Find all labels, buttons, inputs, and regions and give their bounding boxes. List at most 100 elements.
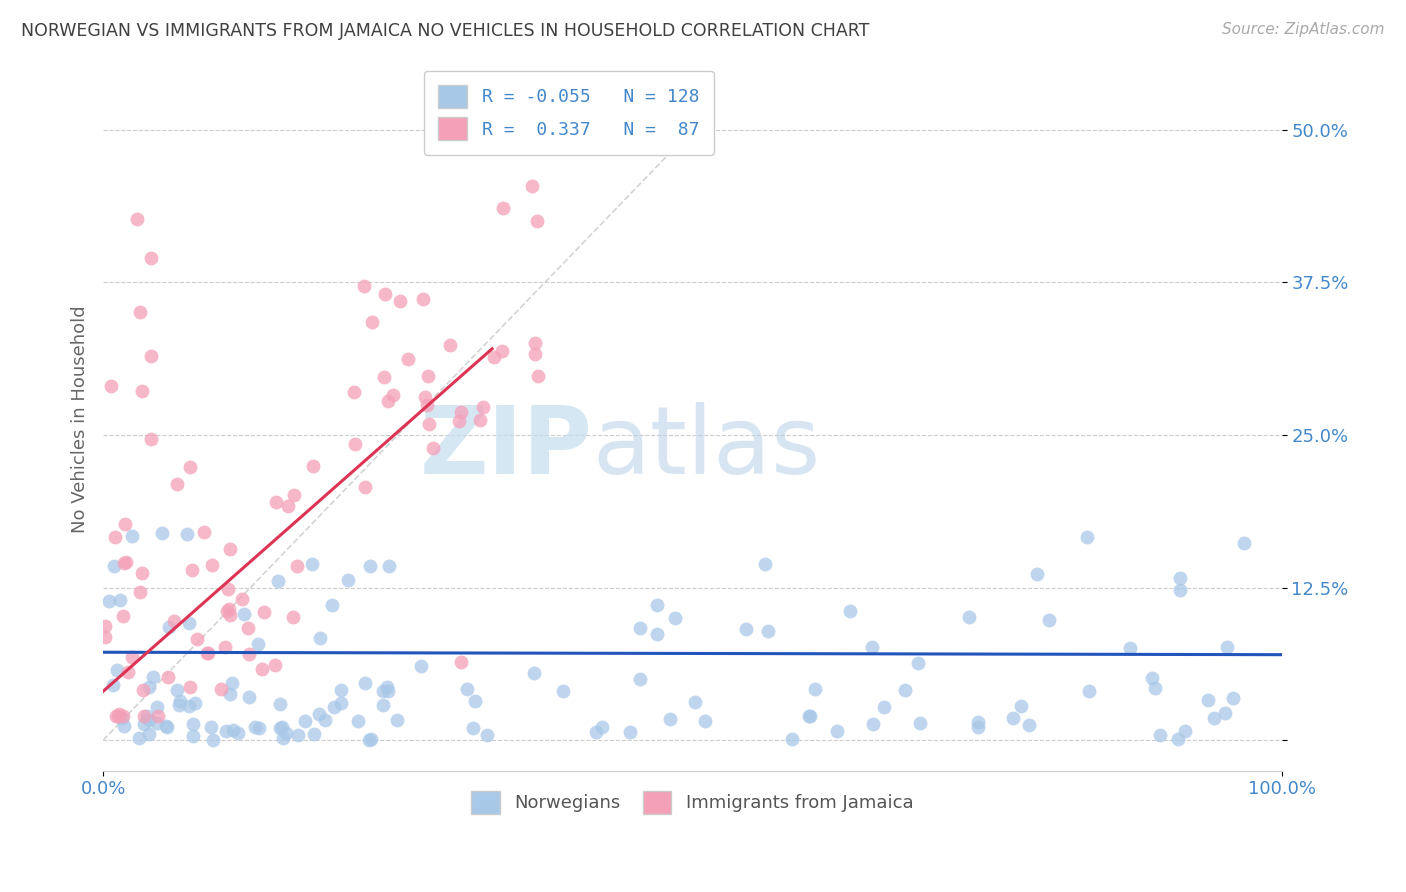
Point (107, 708, 129, 723)
Point (664, 611, 686, 625)
Point (825, 723, 848, 738)
Point (894, 682, 917, 697)
Point (492, 201, 515, 215)
Point (1118, 640, 1140, 655)
Point (591, 720, 613, 734)
Point (104, 708, 127, 723)
Point (215, 604, 238, 618)
Point (131, 384, 153, 398)
Point (450, 405, 472, 419)
Point (1010, 699, 1032, 714)
Point (221, 675, 243, 690)
Point (200, 720, 222, 734)
Point (1140, 671, 1163, 685)
Point (957, 610, 980, 624)
Point (250, 662, 273, 676)
Point (202, 732, 225, 747)
Point (353, 279, 375, 293)
Point (385, 713, 408, 727)
Point (1168, 582, 1191, 597)
Point (526, 213, 548, 227)
Point (179, 459, 201, 474)
Point (361, 316, 384, 330)
Point (269, 721, 291, 735)
Point (219, 607, 242, 622)
Point (491, 344, 513, 359)
Point (169, 698, 191, 712)
Point (302, 727, 325, 741)
Point (862, 717, 884, 731)
Point (1197, 693, 1219, 707)
Point (108, 706, 131, 721)
Point (226, 725, 249, 739)
Point (524, 346, 547, 360)
Point (1215, 640, 1237, 654)
Point (373, 369, 395, 384)
Point (301, 458, 323, 473)
Point (195, 646, 218, 660)
Point (193, 525, 215, 540)
Point (238, 647, 260, 661)
Point (215, 723, 238, 738)
Point (135, 709, 157, 723)
Point (94, 619, 117, 633)
Point (274, 726, 297, 740)
Point (409, 659, 432, 673)
Point (967, 714, 990, 729)
Point (238, 690, 260, 704)
Point (100, 379, 122, 393)
Point (647, 626, 669, 640)
Point (658, 712, 681, 726)
Point (157, 670, 180, 684)
Point (104, 530, 127, 544)
Point (243, 720, 266, 734)
Point (214, 640, 236, 654)
Point (468, 413, 491, 427)
Point (464, 694, 486, 708)
Point (264, 657, 287, 672)
Point (180, 563, 202, 577)
Point (128, 731, 150, 745)
Point (1149, 728, 1171, 742)
Point (585, 724, 607, 739)
Point (330, 683, 353, 698)
Point (396, 352, 419, 367)
Point (839, 604, 862, 618)
Point (388, 293, 411, 308)
Point (475, 728, 498, 742)
Point (1202, 710, 1225, 724)
Point (129, 305, 152, 319)
Point (266, 574, 288, 588)
Point (860, 640, 883, 654)
Point (1233, 536, 1256, 550)
Point (294, 714, 316, 729)
Point (301, 557, 323, 571)
Point (418, 369, 440, 384)
Point (314, 713, 336, 727)
Point (281, 610, 304, 624)
Point (520, 178, 543, 193)
Point (456, 681, 478, 696)
Point (308, 706, 330, 721)
Point (219, 687, 242, 701)
Point (1174, 724, 1197, 739)
Point (156, 720, 179, 734)
Point (374, 287, 396, 301)
Point (287, 728, 309, 742)
Point (233, 607, 256, 621)
Point (277, 500, 299, 514)
Point (908, 716, 931, 731)
Point (418, 417, 440, 431)
Point (103, 678, 125, 692)
Point (166, 476, 188, 491)
Point (461, 721, 484, 735)
Point (132, 682, 155, 697)
Point (163, 614, 186, 628)
Point (381, 387, 404, 401)
Point (472, 401, 495, 415)
Point (450, 655, 472, 669)
Text: Source: ZipAtlas.com: Source: ZipAtlas.com (1222, 22, 1385, 37)
Point (321, 599, 343, 613)
Point (337, 573, 360, 587)
Point (343, 384, 366, 399)
